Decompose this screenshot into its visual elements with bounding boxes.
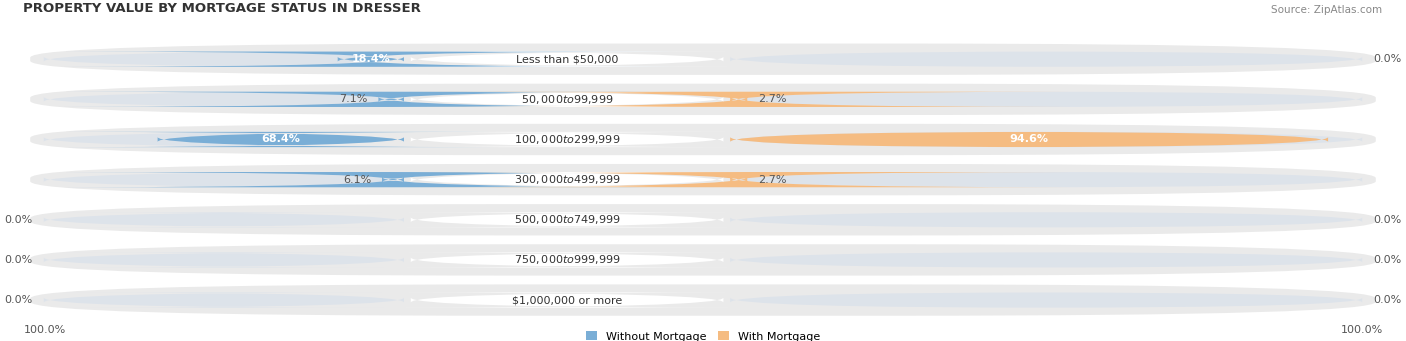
FancyBboxPatch shape (30, 284, 1376, 316)
Text: $500,000 to $749,999: $500,000 to $749,999 (513, 213, 620, 226)
FancyBboxPatch shape (30, 44, 1376, 75)
FancyBboxPatch shape (384, 51, 751, 67)
FancyBboxPatch shape (384, 252, 751, 268)
Text: $750,000 to $999,999: $750,000 to $999,999 (513, 253, 620, 266)
FancyBboxPatch shape (384, 172, 751, 187)
FancyBboxPatch shape (408, 172, 1070, 187)
Text: 0.0%: 0.0% (4, 215, 32, 225)
Text: 0.0%: 0.0% (4, 295, 32, 305)
Text: 94.6%: 94.6% (1010, 134, 1049, 145)
FancyBboxPatch shape (30, 124, 1376, 155)
Text: $1,000,000 or more: $1,000,000 or more (512, 295, 623, 305)
Text: Less than $50,000: Less than $50,000 (516, 54, 619, 64)
FancyBboxPatch shape (44, 252, 404, 268)
Text: 2.7%: 2.7% (758, 175, 786, 184)
Text: Source: ZipAtlas.com: Source: ZipAtlas.com (1271, 5, 1382, 15)
Text: 68.4%: 68.4% (262, 134, 301, 145)
Text: 0.0%: 0.0% (4, 255, 32, 265)
FancyBboxPatch shape (30, 244, 1376, 276)
Text: 18.4%: 18.4% (352, 54, 391, 64)
FancyBboxPatch shape (65, 92, 718, 107)
Text: $300,000 to $499,999: $300,000 to $499,999 (513, 173, 620, 186)
FancyBboxPatch shape (384, 132, 751, 147)
FancyBboxPatch shape (384, 92, 751, 107)
FancyBboxPatch shape (44, 293, 404, 308)
FancyBboxPatch shape (730, 132, 1329, 147)
FancyBboxPatch shape (384, 212, 751, 227)
FancyBboxPatch shape (65, 51, 678, 67)
FancyBboxPatch shape (30, 204, 1376, 235)
Text: 100.0%: 100.0% (24, 325, 66, 335)
FancyBboxPatch shape (384, 293, 751, 308)
FancyBboxPatch shape (730, 92, 1362, 107)
Text: $100,000 to $299,999: $100,000 to $299,999 (513, 133, 620, 146)
FancyBboxPatch shape (44, 212, 404, 227)
FancyBboxPatch shape (730, 212, 1362, 227)
Text: 0.0%: 0.0% (1374, 54, 1402, 64)
Text: PROPERTY VALUE BY MORTGAGE STATUS IN DRESSER: PROPERTY VALUE BY MORTGAGE STATUS IN DRE… (24, 2, 422, 15)
FancyBboxPatch shape (44, 92, 404, 107)
Text: 2.7%: 2.7% (758, 94, 786, 104)
FancyBboxPatch shape (408, 92, 1070, 107)
FancyBboxPatch shape (730, 51, 1362, 67)
Text: 0.0%: 0.0% (1374, 215, 1402, 225)
FancyBboxPatch shape (65, 132, 498, 147)
Text: 100.0%: 100.0% (1340, 325, 1382, 335)
FancyBboxPatch shape (44, 51, 404, 67)
FancyBboxPatch shape (30, 84, 1376, 115)
Text: 6.1%: 6.1% (343, 175, 371, 184)
Text: 0.0%: 0.0% (1374, 255, 1402, 265)
Legend: Without Mortgage, With Mortgage: Without Mortgage, With Mortgage (586, 331, 820, 341)
FancyBboxPatch shape (730, 172, 1362, 187)
Text: $50,000 to $99,999: $50,000 to $99,999 (520, 93, 613, 106)
FancyBboxPatch shape (44, 172, 404, 187)
FancyBboxPatch shape (44, 132, 404, 147)
FancyBboxPatch shape (730, 132, 1362, 147)
FancyBboxPatch shape (730, 252, 1362, 268)
FancyBboxPatch shape (65, 172, 721, 187)
Text: 0.0%: 0.0% (1374, 295, 1402, 305)
FancyBboxPatch shape (730, 293, 1362, 308)
FancyBboxPatch shape (30, 164, 1376, 195)
Text: 7.1%: 7.1% (339, 94, 367, 104)
